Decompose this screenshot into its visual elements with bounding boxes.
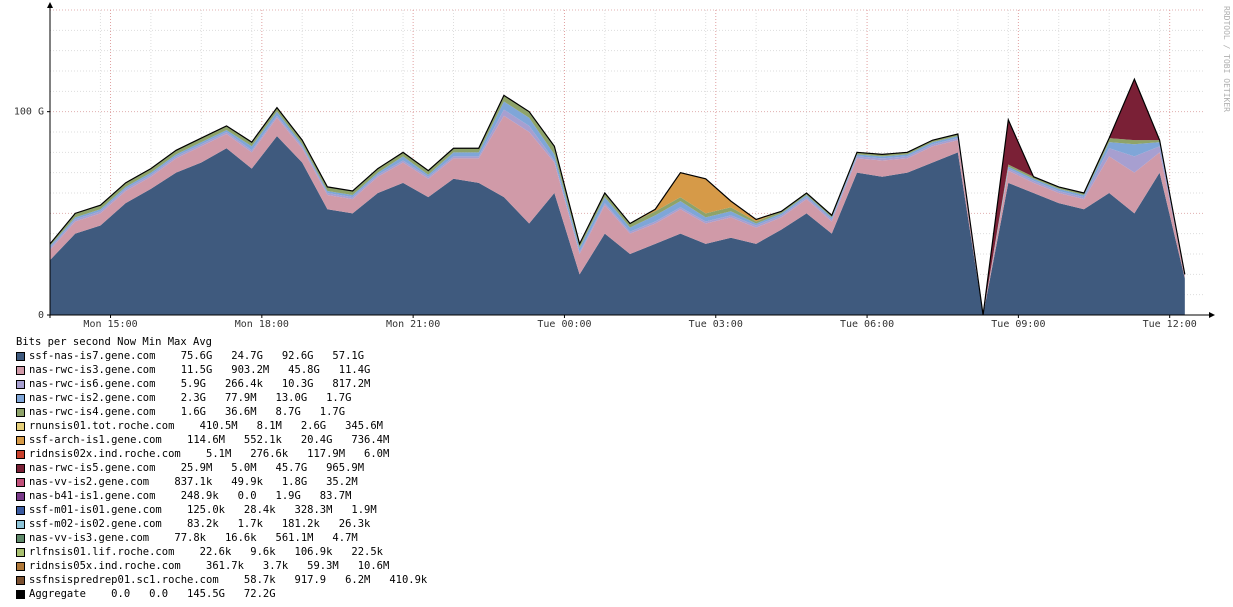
y-tick-label: 100 G: [14, 107, 44, 118]
legend-row: rlfnsis01.lif.roche.com 22.6k 9.6k 106.9…: [16, 545, 427, 559]
legend-row-text: Aggregate 0.0 0.0 145.5G 72.2G: [29, 588, 276, 600]
legend-swatch: [16, 351, 25, 361]
legend-row-text: nas-vv-is2.gene.com 837.1k 49.9k 1.8G 35…: [29, 476, 358, 488]
x-tick-label: Tue 09:00: [991, 319, 1045, 330]
legend-row-text: nas-rwc-is5.gene.com 25.9M 5.0M 45.7G 96…: [29, 462, 365, 474]
legend-swatch: [16, 463, 25, 473]
legend-row-text: nas-vv-is3.gene.com 77.8k 16.6k 561.1M 4…: [29, 532, 358, 544]
legend-header: Bits per second Now Min Max Avg: [16, 336, 212, 348]
chart-axes: [47, 2, 1215, 318]
legend-row: nas-rwc-is5.gene.com 25.9M 5.0M 45.7G 96…: [16, 461, 427, 475]
legend-row: ssf-m01-is01.gene.com 125.0k 28.4k 328.3…: [16, 503, 427, 517]
legend-row: nas-rwc-is4.gene.com 1.6G 36.6M 8.7G 1.7…: [16, 405, 427, 419]
legend-row-text: ssf-arch-is1.gene.com 114.6M 552.1k 20.4…: [29, 434, 390, 446]
area-nas-rwc-is3: [50, 115, 1185, 315]
aggregate-line: [49, 77, 1186, 316]
legend-row-text: ssfnsispredrep01.sc1.roche.com 58.7k 917…: [29, 574, 428, 586]
legend-row: rnunsis01.tot.roche.com 410.5M 8.1M 2.6G…: [16, 419, 427, 433]
legend-row: ssfnsispredrep01.sc1.roche.com 58.7k 917…: [16, 573, 427, 587]
legend-row: ssf-arch-is1.gene.com 114.6M 552.1k 20.4…: [16, 433, 427, 447]
legend-swatch: [16, 589, 25, 599]
legend-swatch: [16, 435, 25, 445]
legend-row-text: nas-rwc-is4.gene.com 1.6G 36.6M 8.7G 1.7…: [29, 406, 346, 418]
legend-row: nas-rwc-is2.gene.com 2.3G 77.9M 13.0G 1.…: [16, 391, 427, 405]
x-axis-labels: Mon 15:00 Mon 18:00 Mon 21:00 Tue 00:00 Tue …: [83, 315, 1197, 330]
traffic-chart: Mon 15:00 Mon 18:00 Mon 21:00 Tue 00:00 Tue …: [14, 2, 1231, 330]
legend-rows: ssf-nas-is7.gene.com 75.6G 24.7G 92.6G 5…: [16, 349, 427, 601]
legend-row-text: nas-rwc-is3.gene.com 11.5G 903.2M 45.8G …: [29, 364, 371, 376]
legend-swatch: [16, 365, 25, 375]
legend-swatch: [16, 561, 25, 571]
legend-swatch: [16, 477, 25, 487]
legend: Bits per second Now Min Max Avg ssf-nas-…: [16, 335, 427, 601]
legend-row: nas-vv-is3.gene.com 77.8k 16.6k 561.1M 4…: [16, 531, 427, 545]
x-tick-label: Tue 00:00: [537, 319, 591, 330]
x-tick-label: Mon 18:00: [235, 319, 289, 330]
x-tick-label: Mon 15:00: [83, 319, 137, 330]
area-ssf-nas-is7: [50, 136, 1185, 315]
x-axis-arrow: [1209, 312, 1215, 318]
x-tick-label: Tue 06:00: [840, 319, 894, 330]
legend-swatch: [16, 505, 25, 515]
legend-row-text: nas-rwc-is6.gene.com 5.9G 266.4k 10.3G 8…: [29, 378, 371, 390]
legend-row-text: rlfnsis01.lif.roche.com 22.6k 9.6k 106.9…: [29, 546, 384, 558]
legend-row-text: nas-b41-is1.gene.com 248.9k 0.0 1.9G 83.…: [29, 490, 352, 502]
y-axis-arrow: [47, 2, 53, 8]
legend-row-text: ssf-nas-is7.gene.com 75.6G 24.7G 92.6G 5…: [29, 350, 365, 362]
watermark-text: RRDTOOL / TOBI OETIKER: [1222, 6, 1231, 112]
x-tick-label: Tue 12:00: [1143, 319, 1197, 330]
y-axis-labels: 0 100 G: [14, 107, 50, 321]
stacked-areas: [49, 77, 1186, 316]
legend-swatch: [16, 519, 25, 529]
legend-swatch: [16, 407, 25, 417]
legend-swatch: [16, 575, 25, 585]
area-nas-rwc-is2: [50, 101, 1185, 315]
legend-swatch: [16, 421, 25, 431]
legend-row-text: nas-rwc-is2.gene.com 2.3G 77.9M 13.0G 1.…: [29, 392, 352, 404]
x-tick-label: Mon 21:00: [386, 319, 440, 330]
legend-row-text: ssf-m02-is02.gene.com 83.2k 1.7k 181.2k …: [29, 518, 371, 530]
legend-row: ssf-nas-is7.gene.com 75.6G 24.7G 92.6G 5…: [16, 349, 427, 363]
legend-row: ssf-m02-is02.gene.com 83.2k 1.7k 181.2k …: [16, 517, 427, 531]
legend-row-text: ridnsis05x.ind.roche.com 361.7k 3.7k 59.…: [29, 560, 390, 572]
legend-swatch: [16, 491, 25, 501]
legend-row-text: ridnsis02x.ind.roche.com 5.1M 276.6k 117…: [29, 448, 390, 460]
legend-swatch: [16, 533, 25, 543]
legend-swatch: [16, 449, 25, 459]
legend-swatch: [16, 547, 25, 557]
legend-row: ridnsis05x.ind.roche.com 361.7k 3.7k 59.…: [16, 559, 427, 573]
legend-row: ridnsis02x.ind.roche.com 5.1M 276.6k 117…: [16, 447, 427, 461]
legend-swatch: [16, 379, 25, 389]
y-tick-label: 0: [38, 310, 44, 321]
legend-row-text: ssf-m01-is01.gene.com 125.0k 28.4k 328.3…: [29, 504, 377, 516]
legend-row: nas-rwc-is6.gene.com 5.9G 266.4k 10.3G 8…: [16, 377, 427, 391]
legend-row: nas-rwc-is3.gene.com 11.5G 903.2M 45.8G …: [16, 363, 427, 377]
legend-swatch: [16, 393, 25, 403]
x-tick-label: Tue 03:00: [689, 319, 743, 330]
legend-row: nas-b41-is1.gene.com 248.9k 0.0 1.9G 83.…: [16, 489, 427, 503]
legend-row: Aggregate 0.0 0.0 145.5G 72.2G: [16, 587, 427, 601]
legend-row-text: rnunsis01.tot.roche.com 410.5M 8.1M 2.6G…: [29, 420, 384, 432]
legend-row: nas-vv-is2.gene.com 837.1k 49.9k 1.8G 35…: [16, 475, 427, 489]
